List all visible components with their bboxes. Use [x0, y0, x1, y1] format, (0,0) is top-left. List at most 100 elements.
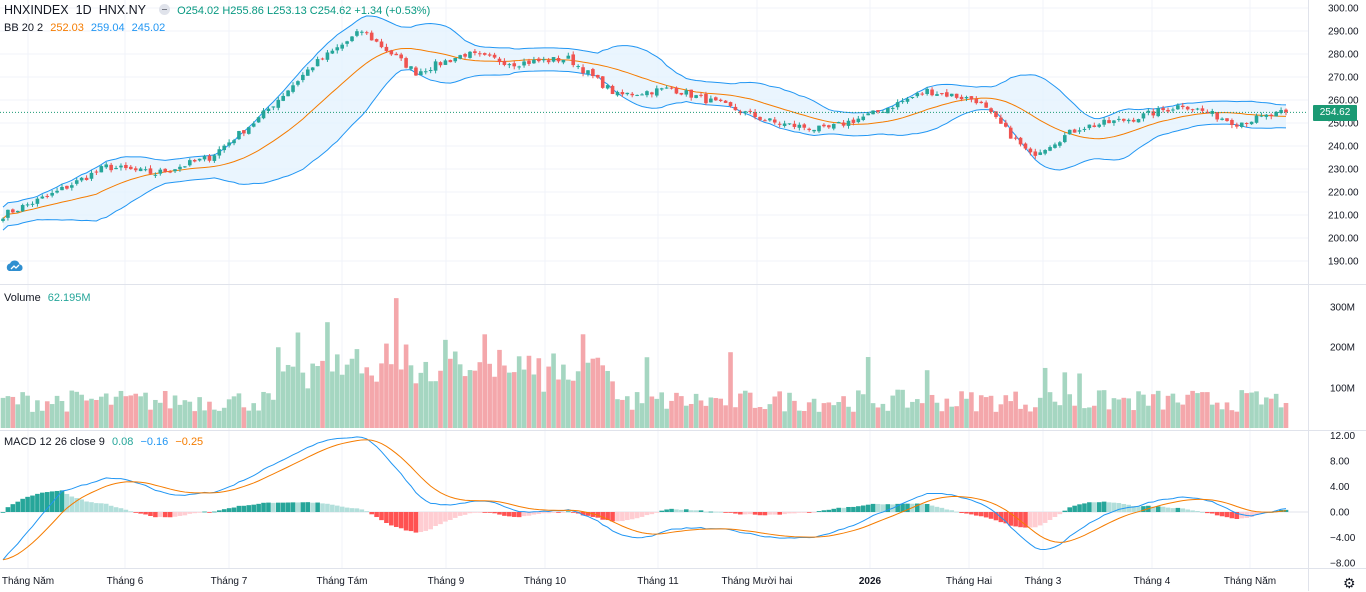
cloud-logo-icon[interactable] [5, 258, 25, 274]
collapse-icon[interactable] [159, 4, 170, 15]
candle [1053, 144, 1057, 148]
macd-hist-bar [580, 512, 586, 516]
volume-bar [408, 365, 414, 428]
candle [1254, 115, 1259, 123]
volume-bar [860, 394, 866, 428]
macd-hist-bar [285, 502, 291, 512]
macd-hist-bar [113, 507, 119, 512]
candle [1112, 120, 1116, 124]
candle [197, 158, 202, 161]
volume-bar [728, 352, 733, 428]
macd-hist-bar [1047, 512, 1053, 520]
volume-bar [1141, 394, 1146, 428]
macd-hist-bar [54, 490, 60, 512]
candle [566, 55, 571, 59]
candle [1092, 125, 1097, 127]
volume-bar [79, 394, 84, 428]
volume-bar [251, 403, 257, 428]
candle [119, 165, 123, 168]
macd-hist-bar [570, 512, 576, 513]
volume-bar [1037, 397, 1043, 428]
volume-bar [1008, 401, 1014, 428]
volume-name[interactable]: Volume [4, 292, 41, 304]
macd-hist-bar [566, 511, 571, 513]
macd-hist-bar [1239, 512, 1245, 519]
candle [256, 117, 261, 123]
candle [1171, 109, 1175, 111]
macd-hist-bar [482, 512, 488, 513]
macd-hist-bar [1082, 503, 1087, 512]
macd-hist-bar [187, 512, 193, 514]
macd-hist-bar [433, 512, 438, 527]
macd-hist-bar [1224, 512, 1230, 518]
volume-bar [797, 410, 802, 428]
candle [625, 92, 630, 95]
candle [974, 98, 979, 104]
volume-bar [1096, 390, 1102, 428]
candle [50, 192, 54, 196]
macd-name[interactable]: MACD 12 26 close 9 [4, 436, 105, 448]
volume-bar [988, 395, 994, 428]
macd-hist-bar [821, 510, 827, 512]
symbol-name[interactable]: HNXINDEX [4, 3, 69, 17]
price-axis-label: 300.00 [1328, 4, 1359, 15]
macd-hist-bar [497, 512, 502, 515]
volume-bar [389, 364, 394, 428]
candle [374, 39, 379, 42]
volume-bar [1283, 402, 1289, 428]
macd-hist-bar [280, 502, 286, 512]
candle [1097, 124, 1102, 127]
volume-bar [443, 339, 448, 428]
candle [286, 90, 290, 97]
interval[interactable]: 1D [75, 3, 92, 17]
macd-hist-bar [158, 512, 163, 517]
candle [532, 59, 536, 64]
candle [704, 93, 708, 104]
candle [350, 36, 354, 42]
gear-icon[interactable]: ⚙ [1343, 575, 1356, 591]
price-axis-label: 270.00 [1328, 73, 1359, 84]
macd-hist-bar [35, 493, 40, 512]
volume-bar [177, 404, 183, 428]
candle [1235, 124, 1239, 127]
macd-hist-bar [649, 512, 655, 515]
volume-bar [497, 349, 502, 428]
candle [217, 149, 222, 156]
macd-hist-bar [880, 504, 886, 512]
candle [586, 70, 590, 74]
volume-bar [457, 364, 463, 428]
candle [246, 127, 251, 134]
volume-bar [413, 383, 419, 428]
candle [1180, 105, 1185, 108]
candle [419, 71, 423, 76]
volume-bar [226, 399, 232, 428]
bb-name[interactable]: BB 20 2 [4, 22, 44, 34]
candle [989, 108, 993, 112]
volume-bar [40, 410, 45, 428]
candle [178, 166, 182, 170]
volume-bar [1224, 402, 1230, 428]
candle [861, 116, 866, 120]
volume-bar [359, 373, 365, 428]
volume-bar [364, 367, 370, 428]
volume-bar [924, 370, 930, 428]
macd-hist-bar [123, 509, 129, 512]
macd-hist-bar [644, 512, 650, 516]
candle [453, 57, 458, 62]
macd-hist-bar [723, 512, 728, 513]
candle [556, 57, 561, 62]
macd-hist-bar [502, 512, 507, 516]
candle [227, 142, 231, 146]
macd-hist-bar [374, 512, 379, 518]
candle [979, 101, 984, 104]
volume-bar [221, 407, 227, 428]
volume-bar [1205, 392, 1210, 428]
macd-hist-bar [334, 505, 340, 512]
macd-hist-bar [325, 503, 330, 512]
volume-bar [344, 364, 350, 428]
macd-hist-bar [856, 506, 861, 512]
volume-bar [570, 380, 576, 428]
candle [473, 51, 477, 54]
macd-hist-bar [197, 512, 202, 513]
